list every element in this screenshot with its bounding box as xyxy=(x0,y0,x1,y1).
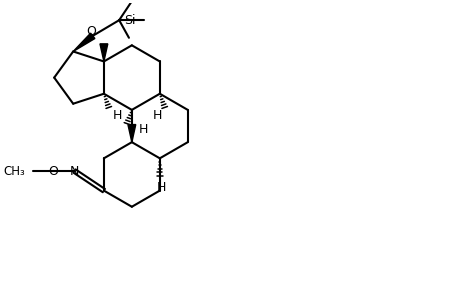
Text: H: H xyxy=(112,109,122,122)
Polygon shape xyxy=(100,44,107,62)
Polygon shape xyxy=(128,124,135,142)
Text: CH₃: CH₃ xyxy=(4,164,26,178)
Text: O: O xyxy=(86,26,95,38)
Text: Si: Si xyxy=(124,14,135,27)
Text: H: H xyxy=(153,109,162,122)
Polygon shape xyxy=(73,33,95,52)
Text: O: O xyxy=(48,164,58,178)
Text: H: H xyxy=(139,123,148,136)
Text: H: H xyxy=(157,181,166,194)
Text: N: N xyxy=(70,164,79,178)
